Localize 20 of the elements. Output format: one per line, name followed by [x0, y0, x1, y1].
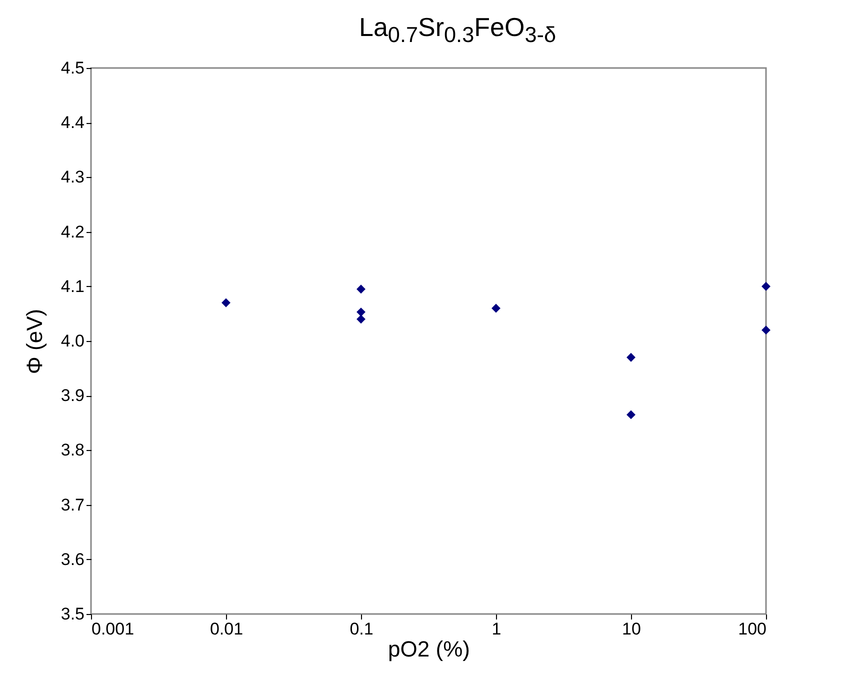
- x-tick-label: 100: [738, 620, 766, 638]
- x-tick-label: 1: [492, 620, 502, 638]
- y-tick-label: 4.3: [60, 168, 84, 187]
- x-tick-label: 10: [622, 620, 641, 638]
- y-axis-title: Φ (eV): [22, 308, 47, 374]
- y-tick-label: 4.0: [60, 332, 84, 350]
- y-tick-label: 4.4: [60, 113, 84, 132]
- x-tick-label: 0.1: [350, 620, 374, 638]
- y-tick-label: 4.5: [60, 58, 84, 78]
- y-tick-label: 3.6: [60, 550, 84, 569]
- x-axis-title: pO2 (%): [388, 636, 470, 662]
- x-tick-label: 0.001: [92, 620, 134, 638]
- chart-title: La$_{0.7}$Sr$_{0.3}$FeO$_{3-δ}$: [358, 12, 558, 48]
- y-tick-label: 4.2: [60, 222, 84, 242]
- y-tick-label: 3.5: [60, 604, 84, 624]
- y-tick-label: 3.9: [60, 386, 84, 406]
- y-tick-label: 3.7: [60, 495, 84, 514]
- y-tick-label: 4.1: [60, 276, 84, 296]
- y-tick-label: 3.8: [60, 440, 84, 460]
- x-tick-label: 0.01: [210, 620, 244, 638]
